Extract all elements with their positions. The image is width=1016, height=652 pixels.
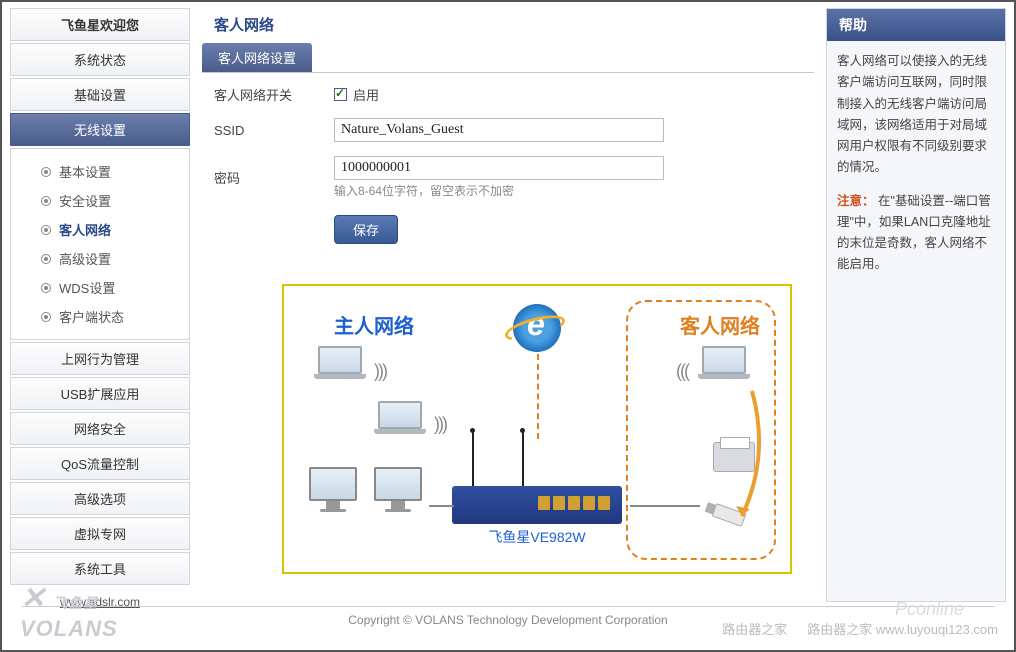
laptop-icon (374, 401, 426, 437)
sub-security[interactable]: 安全设置 (41, 186, 189, 215)
radio-icon (41, 254, 51, 264)
watermark-site: 路由器之家路由器之家 www.luyouqi123.com (722, 619, 998, 638)
radio-icon (41, 167, 51, 177)
ssid-input[interactable] (334, 118, 664, 142)
switch-label: 客人网络开关 (214, 85, 334, 104)
sidebar: 飞鱼星欢迎您 系统状态 基础设置 无线设置 基本设置 安全设置 客人网络 高级设… (10, 8, 190, 602)
laptop-icon (698, 346, 750, 382)
page-title: 客人网络 (202, 8, 814, 43)
main-content: 客人网络 客人网络设置 客人网络开关 启用 SSID 密码 输入8-64位字符，… (190, 8, 826, 602)
nav-qos[interactable]: QoS流量控制 (10, 447, 190, 480)
form-area: 客人网络开关 启用 SSID 密码 输入8-64位字符，留空表示不加密 保存 (202, 85, 814, 244)
router-icon (452, 486, 622, 524)
sub-nav: 基本设置 安全设置 客人网络 高级设置 WDS设置 客户端状态 (10, 148, 190, 340)
monitor-icon (374, 467, 422, 512)
wifi-icon: ))) (678, 361, 690, 382)
help-note-label: 注意： (837, 194, 875, 208)
watermark-logo: ✕ 飞鱼星VOLANS (20, 581, 118, 642)
pwd-input[interactable] (334, 156, 664, 180)
enable-text: 启用 (353, 85, 379, 104)
pwd-label: 密码 (214, 168, 334, 187)
nav-vpn[interactable]: 虚拟专网 (10, 517, 190, 550)
tab-guest-settings[interactable]: 客人网络设置 (202, 43, 312, 72)
network-diagram: 主人网络 客人网络 ))) ))) ))) 飞鱼星VE982W (282, 284, 792, 574)
enable-checkbox[interactable] (334, 88, 347, 101)
watermark-pconline: Pconline (895, 599, 964, 620)
radio-icon (41, 225, 51, 235)
curved-arrow-icon (732, 386, 772, 526)
help-panel: 帮助 客人网络可以使接入的无线客户端访问互联网，同时限制接入的无线客户端访问局域… (826, 8, 1006, 602)
radio-icon (41, 283, 51, 293)
nav-adv-options[interactable]: 高级选项 (10, 482, 190, 515)
nav-system-status[interactable]: 系统状态 (10, 43, 190, 76)
laptop-icon (314, 346, 366, 382)
cable-line (429, 505, 454, 507)
pwd-hint: 输入8-64位字符，留空表示不加密 (334, 182, 664, 199)
nav-brand[interactable]: 飞鱼星欢迎您 (10, 8, 190, 41)
cable-line (630, 505, 700, 507)
internet-icon (513, 304, 561, 352)
diagram-host-title: 主人网络 (334, 310, 414, 339)
nav-basic-settings[interactable]: 基础设置 (10, 78, 190, 111)
sub-basic[interactable]: 基本设置 (41, 157, 189, 186)
nav-behavior[interactable]: 上网行为管理 (10, 342, 190, 375)
tab-bar: 客人网络设置 (202, 43, 814, 73)
nav-security[interactable]: 网络安全 (10, 412, 190, 445)
sub-wds[interactable]: WDS设置 (41, 273, 189, 302)
radio-icon (41, 196, 51, 206)
ssid-label: SSID (214, 123, 334, 138)
help-title: 帮助 (827, 9, 1005, 41)
monitor-icon (309, 467, 357, 512)
dashed-line (537, 354, 539, 439)
sub-advanced[interactable]: 高级设置 (41, 244, 189, 273)
save-button[interactable]: 保存 (334, 215, 398, 244)
help-text: 客人网络可以使接入的无线客户端访问互联网，同时限制接入的无线客户端访问局域网，该… (837, 51, 995, 179)
wifi-icon: ))) (434, 414, 446, 435)
nav-wireless-settings[interactable]: 无线设置 (10, 113, 190, 146)
sub-client-status[interactable]: 客户端状态 (41, 302, 189, 331)
radio-icon (41, 312, 51, 322)
nav-usb[interactable]: USB扩展应用 (10, 377, 190, 410)
sub-guest-network[interactable]: 客人网络 (41, 215, 189, 244)
wifi-icon: ))) (374, 361, 386, 382)
router-label: 飞鱼星VE982W (488, 527, 585, 547)
